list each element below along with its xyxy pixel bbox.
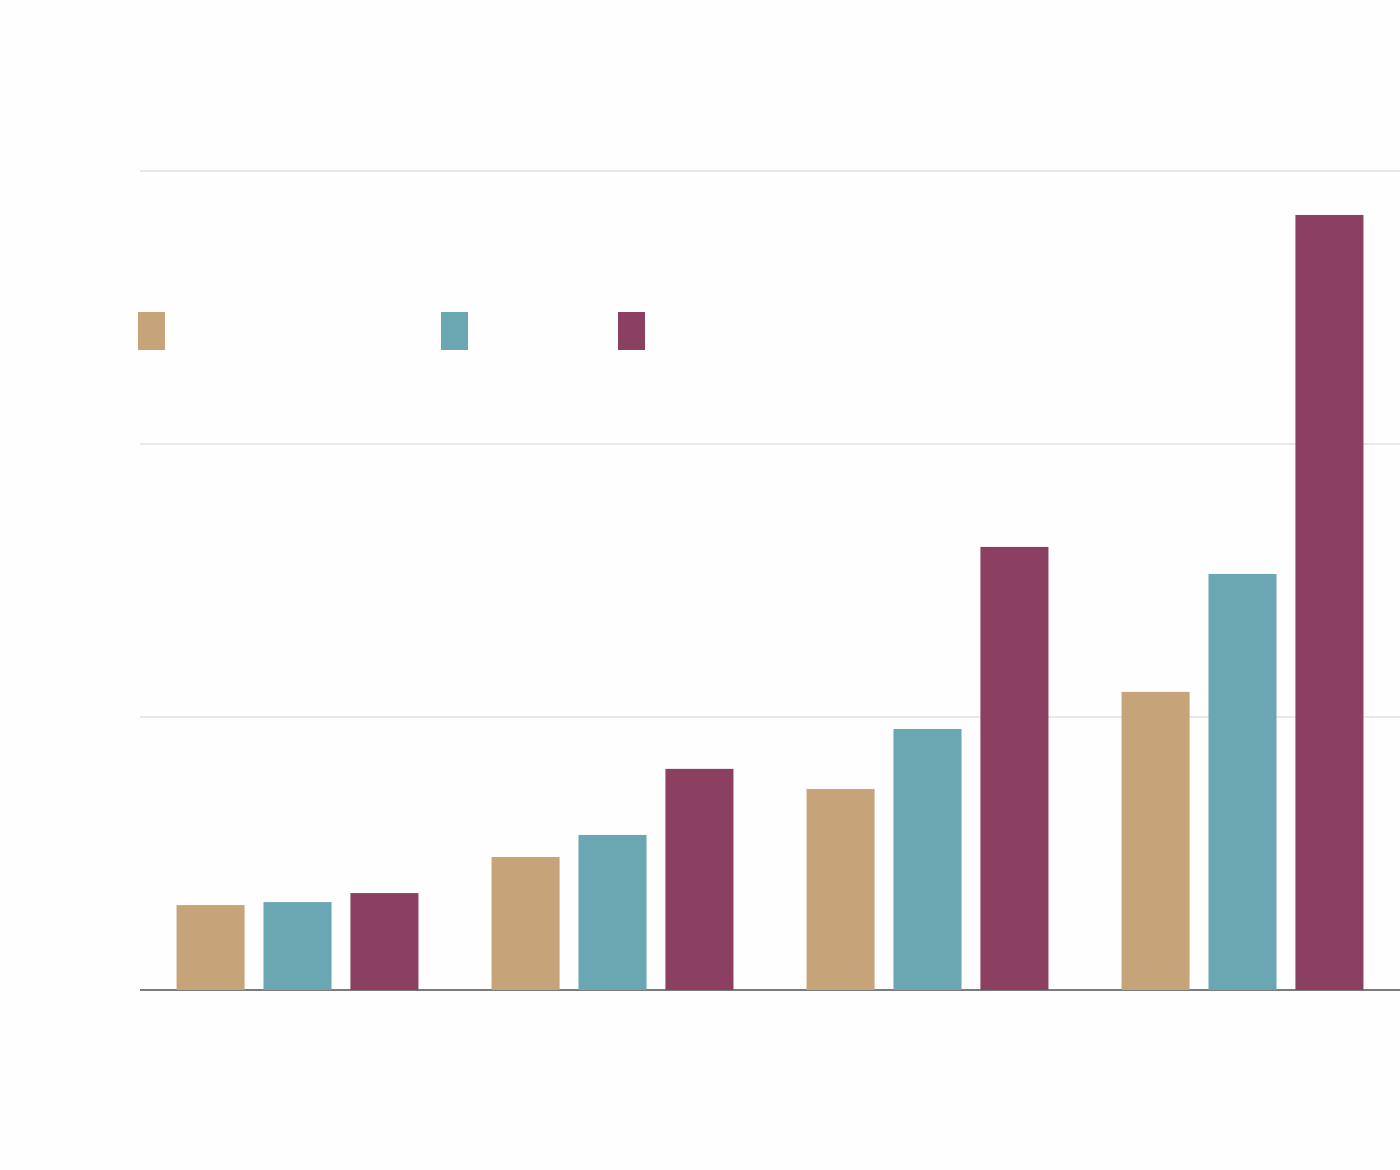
bar (806, 789, 875, 990)
bar (176, 905, 245, 990)
bar (980, 546, 1049, 990)
bar (1121, 691, 1190, 990)
bar (893, 729, 962, 990)
bar (491, 857, 560, 990)
bar (1295, 214, 1364, 990)
bar (665, 768, 734, 990)
legend-swatch (441, 312, 468, 350)
bar (263, 902, 332, 990)
bar (350, 893, 419, 990)
legend-swatch (138, 312, 165, 350)
legend-swatch (618, 312, 645, 350)
bar (1208, 573, 1277, 990)
bar (578, 834, 647, 990)
